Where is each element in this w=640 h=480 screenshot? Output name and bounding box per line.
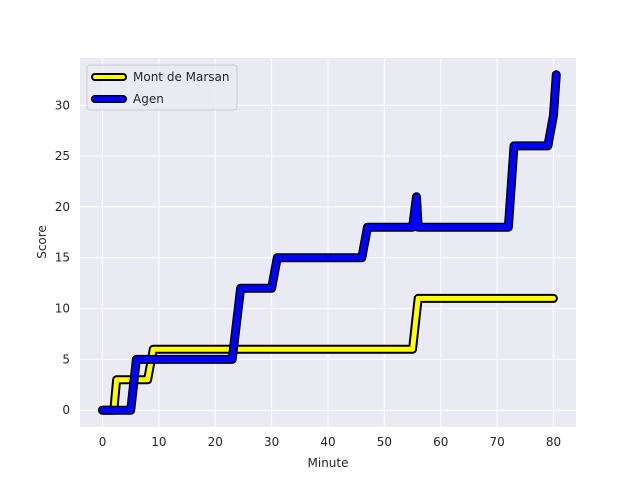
legend-label: Agen [133,92,164,106]
x-tick-label: 70 [489,435,504,449]
x-tick-label: 20 [208,435,223,449]
x-tick-label: 50 [377,435,392,449]
y-tick-label: 5 [62,352,70,366]
y-tick-label: 0 [62,403,70,417]
x-tick-label: 30 [264,435,279,449]
legend-item: Mont de Marsan [91,70,230,84]
series-mont-de-marsan [98,293,558,415]
x-tick-label: 80 [546,435,561,449]
x-axis-label: Minute [308,456,349,470]
x-tick-label: 0 [99,435,107,449]
y-tick-labels: 0 5 10 15 20 25 30 [55,98,70,417]
x-tick-label: 10 [151,435,166,449]
series-line [100,295,556,413]
x-tick-labels: 0 10 20 30 40 50 60 70 80 [99,435,561,449]
legend-item: Agen [91,92,164,106]
y-tick-label: 30 [55,98,70,112]
y-tick-label: 25 [55,149,70,163]
series-line [99,71,560,414]
x-tick-label: 60 [433,435,448,449]
y-axis-label: Score [35,225,49,259]
x-tick-label: 40 [320,435,335,449]
y-tick-label: 10 [55,302,70,316]
y-tick-label: 20 [55,200,70,214]
series-layer [98,70,561,415]
series-agen [98,70,561,415]
legend: Mont de Marsan Agen [86,64,238,111]
legend-label: Mont de Marsan [133,70,230,84]
y-tick-label: 15 [55,251,70,265]
